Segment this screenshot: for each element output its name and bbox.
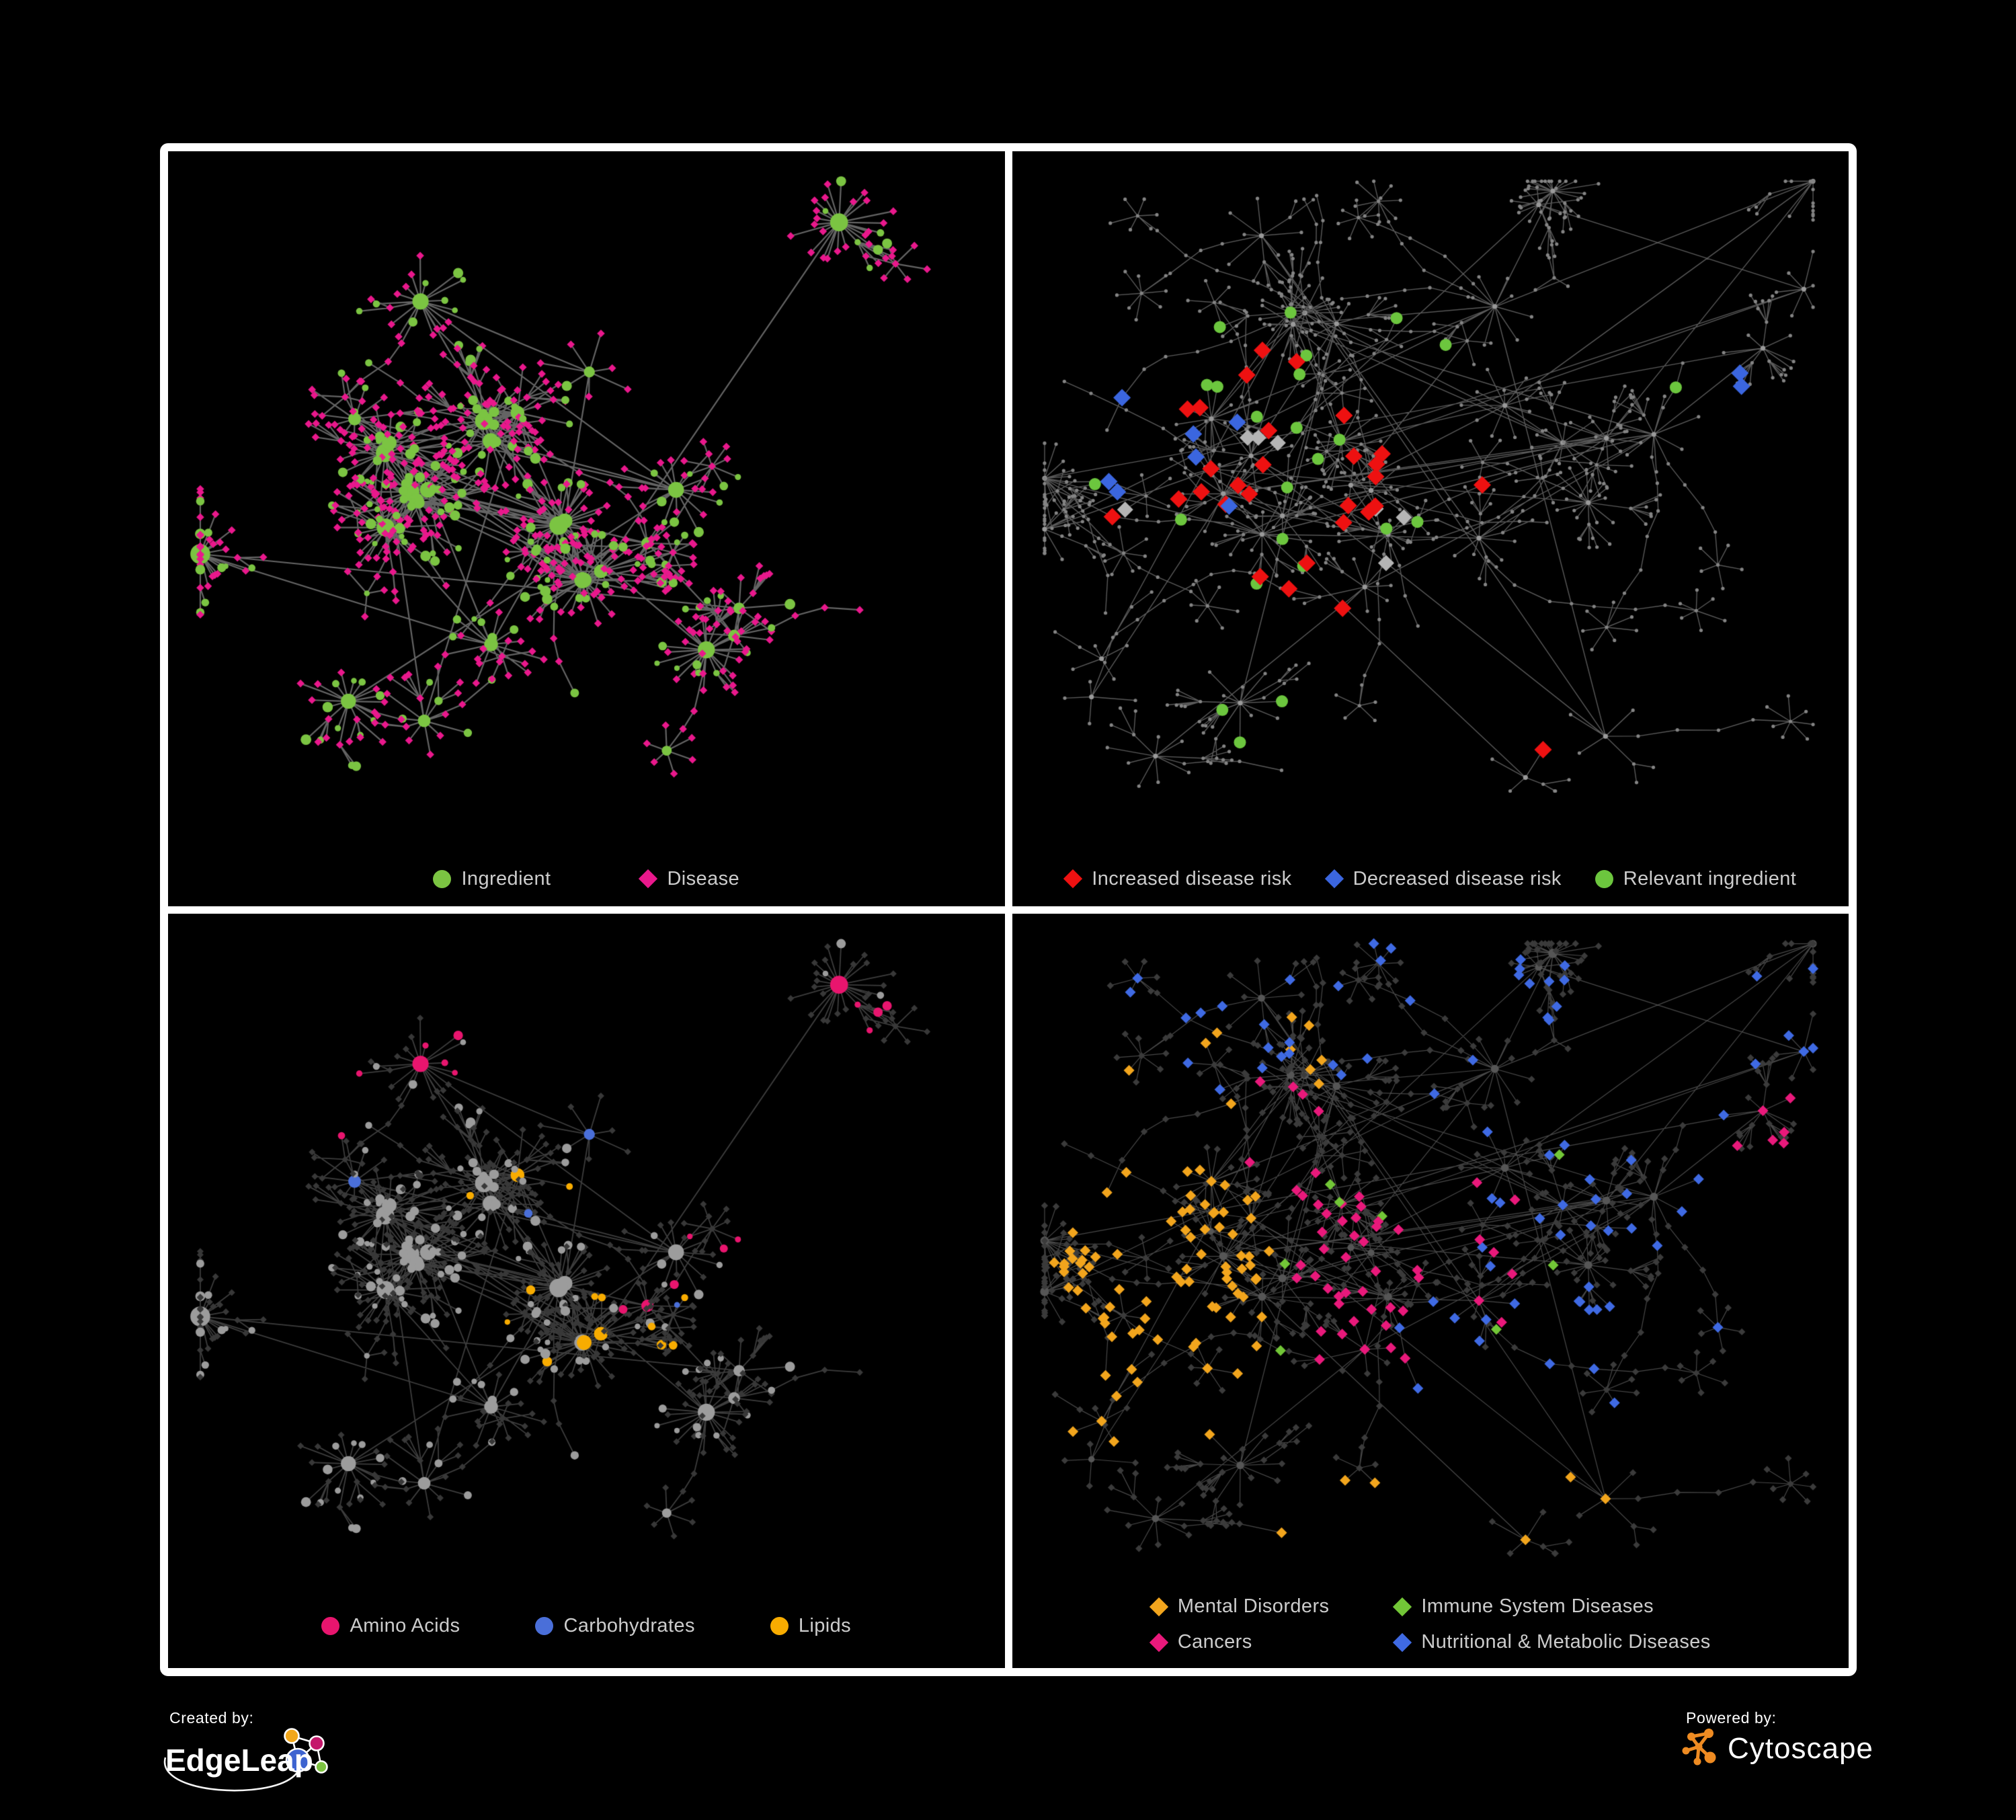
legend-item: Mental Disorders (1149, 1595, 1330, 1618)
legend-marker-circle (535, 1617, 554, 1635)
legend-item: Relevant ingredient (1595, 868, 1796, 890)
legend-label: Lipids (798, 1615, 852, 1636)
legend-item: Nutritional & Metabolic Diseases (1393, 1631, 1711, 1653)
cytoscape-wordmark: Cytoscape (1728, 1732, 1873, 1765)
legend-marker-diamond (1324, 869, 1344, 889)
network-canvas-disease-categories (1012, 913, 1849, 1668)
legend-item: Increased disease risk (1063, 867, 1292, 890)
legend-label: Mental Disorders (1177, 1595, 1330, 1617)
figure-frame: Ingredient Disease Increased disease risk… (160, 143, 1857, 1676)
legend-item: Amino Acids (321, 1615, 460, 1637)
edgeleap-glyph (284, 1728, 328, 1774)
legend-item: Immune System Diseases (1393, 1595, 1710, 1618)
legend-item: Decreased disease risk (1324, 867, 1562, 890)
powered-by-label: Powered by: (1686, 1709, 1777, 1727)
legend-item: Disease (639, 868, 739, 890)
legend-label: Cancers (1177, 1631, 1252, 1653)
legend-label: Relevant ingredient (1623, 867, 1797, 889)
legend-label: Carbohydrates (563, 1615, 695, 1636)
legend-label: Ingredient (461, 867, 551, 889)
panel-legend: Increased disease risk Decreased disease … (1012, 868, 1849, 890)
legend-label: Decreased disease risk (1353, 867, 1562, 889)
panel-legend: Mental Disorders Immune System Diseases Ca… (1012, 1595, 1849, 1653)
legend-item: Lipids (770, 1615, 851, 1637)
legend-marker-circle (1595, 869, 1613, 888)
legend-marker-diamond (1063, 869, 1083, 889)
edgeleap-logo: EdgeLeap (163, 1728, 328, 1792)
legend-label: Immune System Diseases (1421, 1595, 1654, 1617)
network-canvas-nutrient-classes (168, 913, 1005, 1668)
legend-marker-diamond (1393, 1597, 1412, 1616)
cytoscape-icon (1682, 1729, 1716, 1766)
panel-legend: Amino Acids Carbohydrates Lipids (168, 1615, 1005, 1637)
network-canvas-disease-risk (1012, 151, 1849, 906)
edgeleap-wordmark: EdgeLeap (165, 1743, 313, 1778)
network-panel-ingredients-diseases: Ingredient Disease (168, 151, 1005, 906)
legend-marker-diamond (639, 869, 658, 889)
network-canvas-ingredients-diseases (168, 151, 1005, 906)
edgeleap-swoosh (163, 1757, 303, 1792)
legend-marker-diamond (1149, 1632, 1168, 1652)
legend-marker-circle (321, 1617, 340, 1635)
legend-item: Cancers (1149, 1631, 1330, 1653)
legend-marker-circle (433, 869, 452, 888)
legend-label: Increased disease risk (1092, 867, 1292, 889)
legend-item: Ingredient (433, 868, 551, 890)
legend-label: Amino Acids (350, 1615, 460, 1636)
legend-item: Carbohydrates (535, 1615, 694, 1637)
network-panel-disease-risk: Increased disease risk Decreased disease … (1012, 151, 1849, 906)
legend-marker-diamond (1393, 1632, 1412, 1652)
panel-legend: Ingredient Disease (168, 868, 1005, 890)
legend-label: Disease (667, 867, 740, 889)
legend-marker-circle (770, 1617, 789, 1635)
network-panel-disease-categories: Mental Disorders Immune System Diseases Ca… (1012, 913, 1849, 1668)
legend-marker-diamond (1149, 1597, 1168, 1616)
created-by-label: Created by: (169, 1709, 254, 1727)
network-panel-nutrient-classes: Amino Acids Carbohydrates Lipids (168, 913, 1005, 1668)
legend-label: Nutritional & Metabolic Diseases (1421, 1631, 1711, 1653)
